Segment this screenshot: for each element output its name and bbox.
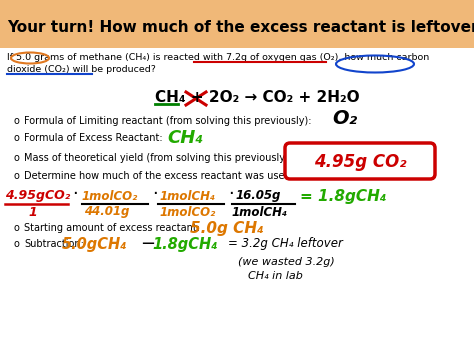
Text: Subtraction:: Subtraction:: [24, 239, 84, 249]
Text: 44.01g: 44.01g: [84, 206, 129, 218]
Text: o: o: [14, 239, 20, 249]
Text: Formula of Limiting reactant (from solving this previously):: Formula of Limiting reactant (from solvi…: [24, 116, 311, 126]
Text: ·: ·: [152, 185, 158, 203]
Text: 1molCH₄: 1molCH₄: [232, 206, 288, 218]
Text: dioxide (CO₂) will be produced?: dioxide (CO₂) will be produced?: [7, 66, 156, 75]
Text: o: o: [14, 223, 20, 233]
FancyBboxPatch shape: [285, 143, 435, 179]
Text: o: o: [14, 171, 20, 181]
FancyBboxPatch shape: [0, 0, 474, 48]
Text: If 5.0 grams of methane (CH₄) is reacted with 7.2g of oxygen gas (O₂), how much : If 5.0 grams of methane (CH₄) is reacted…: [7, 54, 429, 62]
Text: CH₄ + 2O₂ → CO₂ + 2H₂O: CH₄ + 2O₂ → CO₂ + 2H₂O: [155, 91, 360, 105]
Text: = 1.8gCH₄: = 1.8gCH₄: [300, 189, 386, 203]
Text: = 3.2g CH₄ leftover: = 3.2g CH₄ leftover: [228, 237, 343, 251]
Text: −: −: [140, 235, 155, 253]
Text: CH₄ in lab: CH₄ in lab: [248, 271, 303, 281]
Text: 1molCO₂: 1molCO₂: [160, 206, 216, 218]
Text: Mass of theoretical yield (from solving this previously):: Mass of theoretical yield (from solving …: [24, 153, 292, 163]
Text: O₂: O₂: [332, 109, 357, 129]
Text: 4.95gCO₂: 4.95gCO₂: [5, 190, 70, 202]
Text: 4.95g CO₂: 4.95g CO₂: [314, 153, 406, 171]
Text: o: o: [14, 133, 20, 143]
Text: 1.8gCH₄: 1.8gCH₄: [152, 236, 218, 251]
Text: 5.0g CH₄: 5.0g CH₄: [190, 220, 264, 235]
Text: o: o: [14, 153, 20, 163]
Text: (we wasted 3.2g): (we wasted 3.2g): [238, 257, 335, 267]
Text: o: o: [14, 116, 20, 126]
Text: 1molCO₂: 1molCO₂: [82, 190, 138, 202]
Text: Determine how much of the excess reactant was used:: Determine how much of the excess reactan…: [24, 171, 294, 181]
Text: Starting amount of excess reactant:: Starting amount of excess reactant:: [24, 223, 200, 233]
Text: 16.05g: 16.05g: [236, 190, 282, 202]
Text: 5.0gCH₄: 5.0gCH₄: [62, 236, 128, 251]
Text: Your turn! How much of the excess reactant is leftover?: Your turn! How much of the excess reacta…: [7, 20, 474, 34]
Text: ·: ·: [228, 185, 234, 203]
Text: Formula of Excess Reactant:: Formula of Excess Reactant:: [24, 133, 163, 143]
Text: ·: ·: [72, 185, 78, 203]
Text: 1: 1: [28, 206, 37, 218]
Text: 1molCH₄: 1molCH₄: [160, 190, 216, 202]
Text: CH₄: CH₄: [167, 129, 203, 147]
